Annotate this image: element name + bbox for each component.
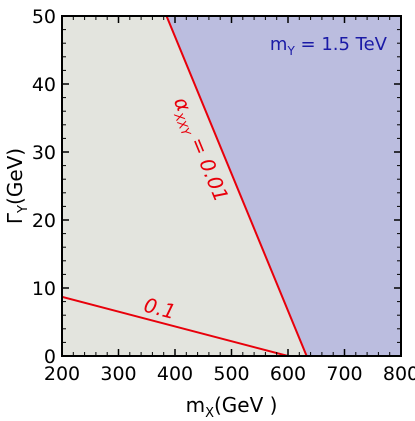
y-tick-label: 30 [32,142,56,164]
x-tick-label: 300 [100,363,136,385]
mass-annotation-sub: Y [286,44,295,58]
y-axis-title-main: Γ [3,212,27,224]
ticks-layer: 200 300 400 500 600 700 800 0 10 20 30 40 50 [32,6,415,385]
y-tick-label: 40 [32,74,56,96]
x-tick-label: 600 [270,363,306,385]
x-axis-title: mX(GeV ) [186,393,278,421]
mass-annotation-main: m [270,34,288,55]
y-tick-label: 10 [32,278,56,300]
x-tick-label: 700 [326,363,362,385]
contour-line-0 [165,16,308,356]
x-tick-label: 500 [213,363,249,385]
x-axis-title-sub: X [205,406,214,421]
lines-layer [62,16,308,356]
x-tick-label: 200 [44,363,80,385]
regions-layer [62,16,401,356]
y-tick-label: 0 [44,346,56,368]
x-tick-label: 800 [383,363,415,385]
blue-region [166,16,401,356]
y-axis-title: ΓY(GeV) [3,148,31,224]
y-axis-title-rest: (GeV) [3,148,27,205]
y-tick-label: 20 [32,210,56,232]
x-axis-title-rest: (GeV ) [214,393,277,417]
gray-region [62,16,307,356]
mass-annotation: mY = 1.5 TeV [270,34,388,58]
contour-line-1 [62,295,289,356]
y-axis-title-sub: Y [16,205,31,214]
x-tick-label: 400 [157,363,193,385]
mass-annotation-rest: = 1.5 TeV [295,34,388,55]
y-tick-label: 50 [32,6,56,28]
x-axis-title-main: m [186,393,205,417]
